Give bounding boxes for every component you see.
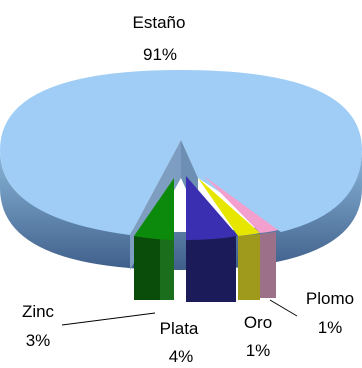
label-oro-value: 1% bbox=[246, 341, 271, 360]
label-plata-name: Plata bbox=[160, 319, 199, 338]
leader-line-zinc bbox=[62, 313, 155, 325]
leader-line-plomo bbox=[270, 300, 297, 316]
label-estano-name: Estaño bbox=[133, 13, 186, 32]
label-estano-value: 91% bbox=[143, 45, 177, 64]
label-zinc-name: Zinc bbox=[22, 302, 55, 321]
label-plomo-name: Plomo bbox=[306, 289, 354, 308]
pie-slice-side-oro bbox=[238, 234, 260, 300]
label-oro-name: Oro bbox=[244, 313, 272, 332]
pie-slice-side-plomo bbox=[260, 232, 276, 298]
label-plomo-value: 1% bbox=[318, 318, 343, 337]
pie-slice-side-plata bbox=[186, 236, 236, 302]
label-zinc-value: 3% bbox=[26, 331, 51, 350]
label-plata-value: 4% bbox=[169, 347, 194, 363]
